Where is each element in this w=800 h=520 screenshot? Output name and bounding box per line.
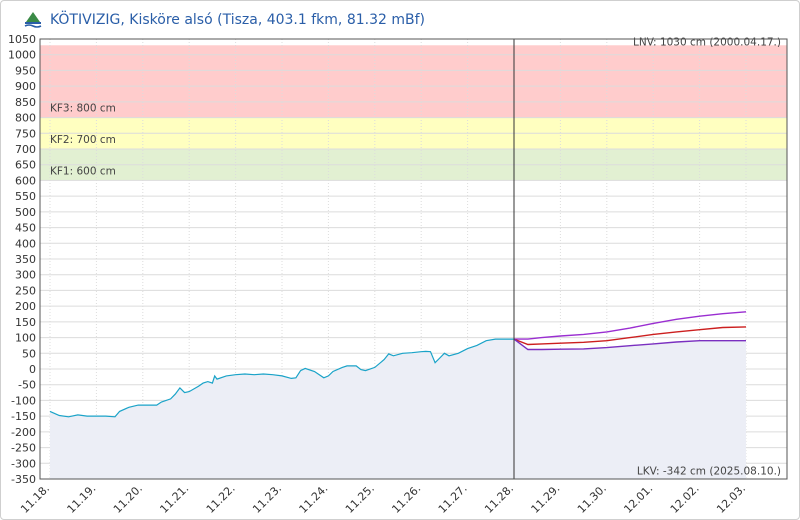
y-tick-label: 550 <box>15 190 36 203</box>
threshold-band <box>40 45 787 118</box>
lnv-label: LNV: 1030 cm (2000.04.17.) <box>633 36 781 48</box>
chart-title: KÖTIVIZIG, Kisköre alsó (Tisza, 403.1 fk… <box>50 12 425 28</box>
level-area-fill <box>50 339 746 479</box>
series-forecast-high-line <box>514 311 747 340</box>
y-tick-label: 400 <box>15 237 36 250</box>
y-tick-label: 650 <box>15 159 36 172</box>
lkv-label: LKV: -342 cm (2025.08.10.) <box>637 465 781 477</box>
series-forecast-low-line <box>513 338 746 351</box>
x-tick-label: 11.26. <box>389 482 423 516</box>
y-tick-label: 850 <box>15 96 36 109</box>
y-tick-label: 700 <box>15 143 36 156</box>
band-label: KF2: 700 cm <box>50 134 116 146</box>
x-tick-label: 11.28. <box>482 482 516 516</box>
x-tick-label: 11.21. <box>157 482 191 516</box>
x-tick-label: 11.19. <box>65 482 99 516</box>
y-tick-label: -50 <box>18 379 36 392</box>
y-tick-label: 1000 <box>8 49 36 62</box>
agency-logo-icon <box>22 9 44 31</box>
y-tick-label: 800 <box>15 112 36 125</box>
y-tick-label: 200 <box>15 300 36 313</box>
y-tick-label: -200 <box>11 426 36 439</box>
x-tick-label: 12.01. <box>621 482 655 516</box>
x-tick-label: 11.18. <box>18 482 52 516</box>
y-tick-label: -250 <box>11 442 36 455</box>
y-tick-label: 950 <box>15 64 36 77</box>
chart-header: KÖTIVIZIG, Kisköre alsó (Tisza, 403.1 fk… <box>24 9 425 31</box>
x-tick-label: 12.03. <box>714 482 748 516</box>
y-tick-label: 300 <box>15 269 36 282</box>
y-tick-label: 100 <box>15 332 36 345</box>
y-tick-label: 150 <box>15 316 36 329</box>
x-tick-label: 11.27. <box>436 482 470 516</box>
plot-border <box>39 38 788 480</box>
y-tick-label: -100 <box>11 394 36 407</box>
x-tick-label: 11.23. <box>250 482 284 516</box>
y-tick-label: 600 <box>15 174 36 187</box>
series-observed-line <box>49 338 514 418</box>
x-tick-label: 11.20. <box>111 482 145 516</box>
x-tick-label: 11.30. <box>575 482 609 516</box>
y-tick-label: 50 <box>22 347 36 360</box>
x-tick-label: 11.24. <box>297 482 331 516</box>
y-tick-label: 250 <box>15 284 36 297</box>
x-tick-label: 11.29. <box>529 482 563 516</box>
y-tick-label: 450 <box>15 222 36 235</box>
y-tick-label: -150 <box>11 410 36 423</box>
y-tick-label: -300 <box>11 457 36 470</box>
y-tick-label: 750 <box>15 127 36 140</box>
y-tick-label: 1050 <box>8 33 36 46</box>
y-tick-label: 0 <box>29 363 36 376</box>
x-tick-label: 11.25. <box>343 482 377 516</box>
y-tick-label: 500 <box>15 206 36 219</box>
y-tick-label: -350 <box>11 473 36 486</box>
x-tick-label: 12.02. <box>668 482 702 516</box>
y-tick-label: 350 <box>15 253 36 266</box>
band-label: KF1: 600 cm <box>50 165 116 177</box>
x-tick-label: 11.22. <box>204 482 238 516</box>
band-label: KF3: 800 cm <box>50 103 116 115</box>
series-forecast-line <box>513 326 747 346</box>
y-tick-label: 900 <box>15 80 36 93</box>
